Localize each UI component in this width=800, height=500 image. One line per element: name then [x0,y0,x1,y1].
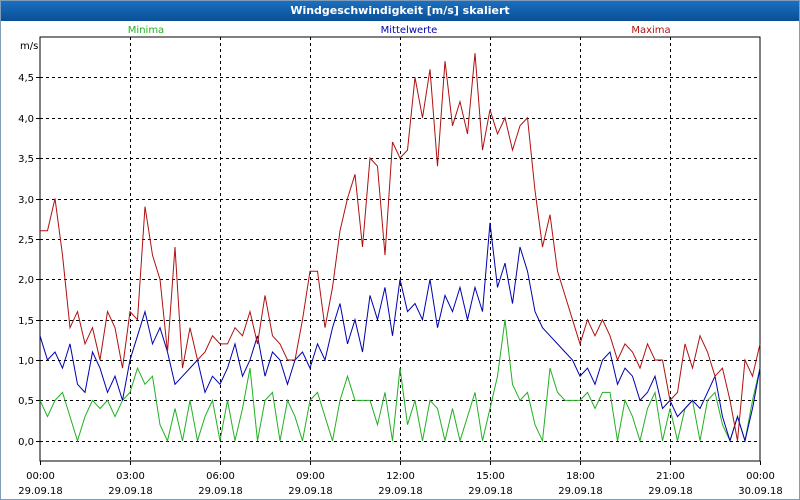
x-tick-date: 29.09.18 [558,486,603,497]
y-tick-label: 2,5 [18,235,34,246]
legend-mittelwerte: Mittelwerte [381,25,438,36]
labels: 0,0 0,5 1,0 1,5 2,0 2,5 3,0 3,5 4,0 4,5 m/s 00:00 29… [18,25,783,497]
y-tick-label: 3,5 [18,154,34,165]
series-lines [39,53,761,443]
legend-maxima: Maxima [631,25,670,36]
series-line-minima [39,319,761,443]
x-tick-date: 29.09.18 [198,486,243,497]
y-tick-label: 0,5 [18,396,34,407]
x-tick-time: 00:00 [26,471,55,482]
x-tick-date: 29.09.18 [648,486,693,497]
series-line-mittelwerte [39,222,761,443]
y-tick-label: 4,5 [18,73,34,84]
chart-title: Windgeschwindigkeit [m/s] skaliert [1,1,799,21]
y-tick-label: 4,0 [18,114,34,125]
x-tick-date: 30.09.18 [738,486,783,497]
x-tick-date: 29.09.18 [468,486,513,497]
x-tick-date: 29.09.18 [108,486,153,497]
x-tick-date: 29.09.18 [378,486,423,497]
y-tick-label: 1,0 [18,356,34,367]
series-line-maxima [40,53,761,441]
x-tick-date: 29.09.18 [18,486,63,497]
x-tick-time: 18:00 [566,471,595,482]
x-tick-time: 03:00 [116,471,145,482]
y-tick-label: 3,0 [18,195,34,206]
x-tick-time: 15:00 [476,471,505,482]
x-tick-time: 21:00 [656,471,685,482]
y-tick-label: 1,5 [18,316,34,327]
x-tick-time: 00:00 [746,471,775,482]
x-tick-time: 09:00 [296,471,325,482]
x-tick-date: 29.09.18 [288,486,333,497]
axes [36,36,761,465]
y-tick-label: 2,0 [18,275,34,286]
x-tick-time: 06:00 [206,471,235,482]
legend-minima: Minima [128,25,164,36]
grid [40,37,760,461]
y-tick-label: 0,0 [18,437,34,448]
y-axis-label: m/s [20,41,38,52]
x-tick-time: 12:00 [386,471,415,482]
